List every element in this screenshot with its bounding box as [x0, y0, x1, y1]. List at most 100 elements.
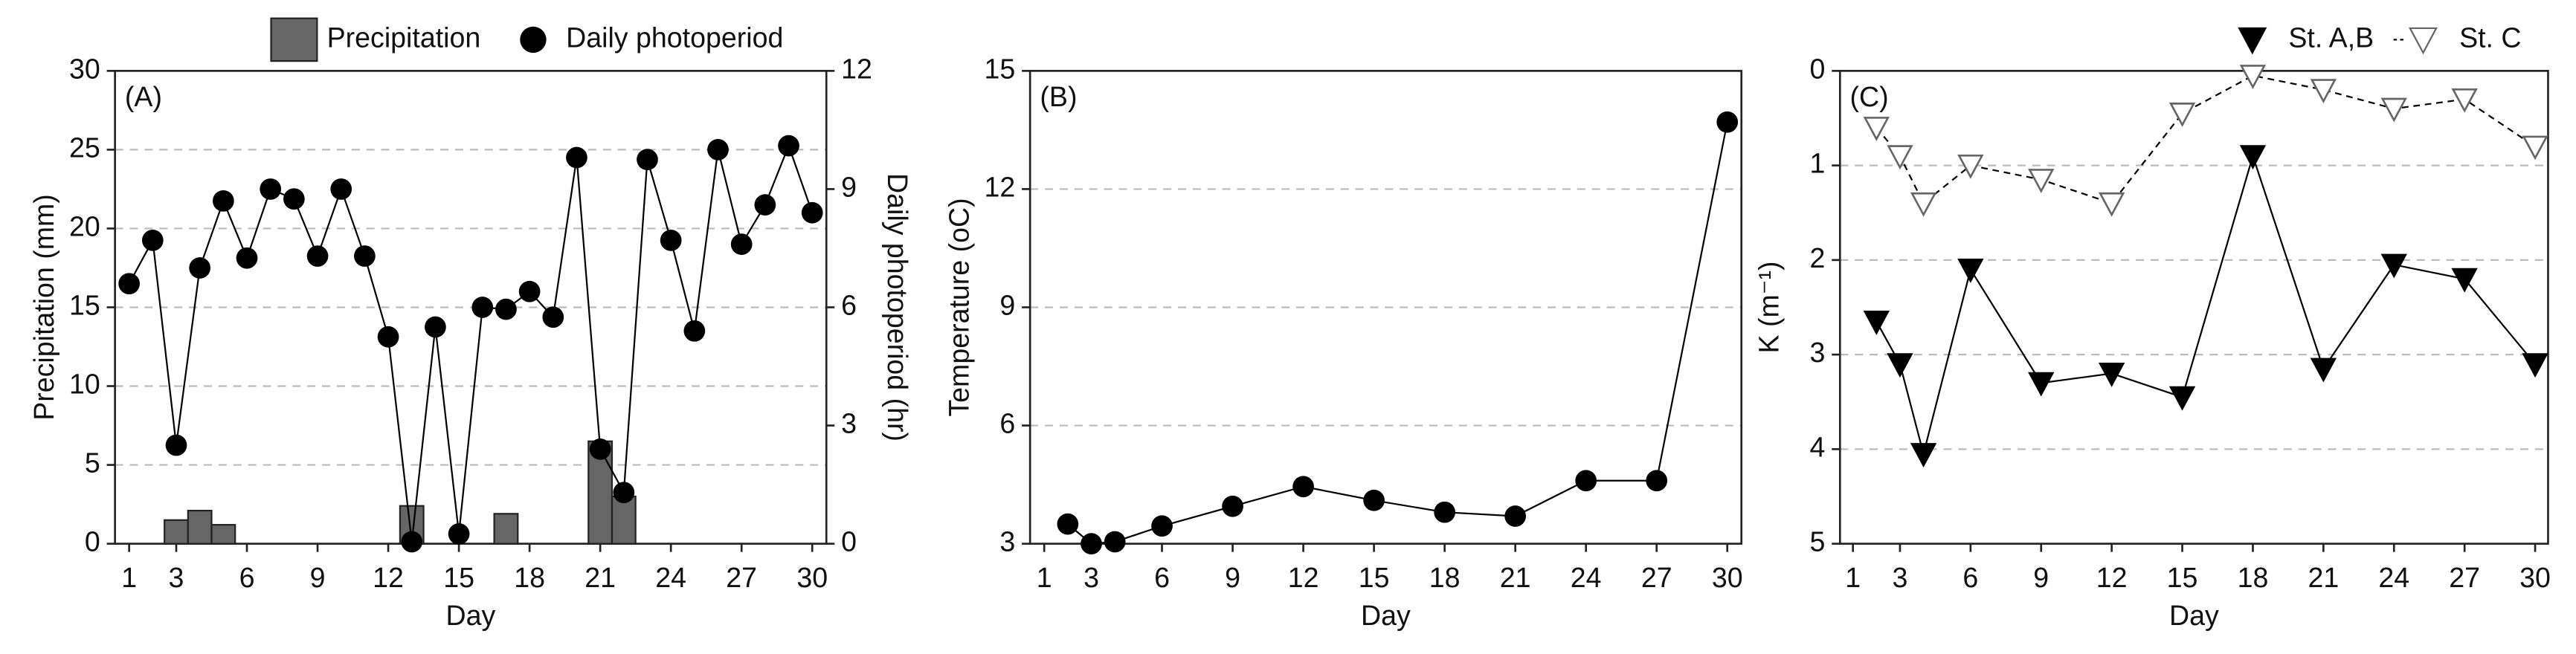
y2-tick-label: 0: [841, 526, 857, 557]
legend-label: Precipitation: [327, 22, 481, 53]
x-axis-title: Day: [2169, 600, 2219, 631]
x-tick-label: 3: [1083, 562, 1099, 593]
marker: [165, 434, 187, 456]
marker: [801, 201, 823, 224]
y-tick-label: 0: [85, 526, 100, 557]
marker: [2451, 88, 2478, 113]
marker: [2098, 192, 2125, 217]
x-tick-label: 1: [1845, 562, 1861, 593]
marker: [212, 190, 234, 212]
y-tick-label: 3: [1810, 337, 1826, 368]
marker: [448, 522, 470, 545]
marker: [1057, 513, 1079, 535]
marker: [495, 298, 517, 320]
plot-frame: [1838, 70, 2549, 545]
legend-label: St. C: [2459, 22, 2521, 53]
panel-label: (A): [125, 81, 162, 112]
marker: [2522, 135, 2548, 161]
marker: [778, 135, 799, 157]
marker: [707, 139, 729, 161]
legend-swatch: [2238, 27, 2267, 55]
marker: [189, 257, 211, 279]
marker: [1863, 310, 1890, 335]
x-tick-label: 18: [514, 562, 545, 593]
x-tick-label: 30: [796, 562, 828, 593]
x-tick-label: 3: [169, 562, 184, 593]
marker: [354, 245, 376, 267]
marker: [260, 178, 282, 200]
legend-swatch: [270, 17, 318, 62]
marker: [330, 178, 352, 200]
plot-frame: [1028, 70, 1743, 545]
marker: [1957, 155, 1984, 179]
marker: [589, 438, 611, 460]
marker: [2098, 362, 2125, 387]
marker: [1104, 531, 1126, 553]
x-tick-label: 27: [1641, 562, 1672, 593]
legend-swatch: [520, 26, 547, 54]
bar: [210, 524, 236, 545]
x-tick-label: 15: [2167, 562, 2198, 593]
y-tick-label: 9: [999, 289, 1015, 320]
x-tick-label: 15: [1359, 562, 1390, 593]
marker: [2380, 253, 2407, 279]
marker: [1910, 192, 1937, 217]
y-tick-label: 15: [985, 53, 1016, 84]
y2-tick-label: 3: [841, 407, 857, 438]
y-axis-title: K (m⁻¹): [1753, 261, 1784, 353]
bar: [493, 513, 519, 545]
marker: [1081, 533, 1102, 554]
y-tick-label: 30: [69, 53, 100, 84]
y-tick-label: 15: [69, 289, 100, 320]
x-tick-label: 9: [1225, 562, 1240, 593]
y2-tick-label: 12: [841, 53, 872, 84]
x-tick-label: 21: [2308, 562, 2339, 593]
x-tick-label: 27: [2449, 562, 2480, 593]
x-tick-label: 9: [310, 562, 326, 593]
x-tick-label: 18: [1429, 562, 1461, 593]
x-tick-label: 12: [1288, 562, 1319, 593]
marker: [2310, 79, 2337, 104]
marker: [2028, 372, 2055, 397]
x-tick-label: 9: [2033, 562, 2049, 593]
marker: [754, 194, 776, 216]
x-tick-label: 12: [2096, 562, 2128, 593]
marker: [2028, 169, 2055, 193]
marker: [471, 297, 494, 318]
y-tick-label: 5: [85, 447, 100, 478]
marker: [425, 316, 446, 338]
x-tick-label: 6: [1154, 562, 1170, 593]
marker: [1957, 259, 1984, 283]
y-tick-label: 2: [1810, 242, 1826, 273]
marker: [1151, 515, 1173, 537]
x-tick-label: 21: [585, 562, 616, 593]
y-axis-title: Temperature (oC): [943, 198, 974, 416]
marker: [236, 247, 258, 269]
y-tick-label: 0: [1810, 53, 1826, 84]
marker: [1363, 489, 1385, 511]
marker: [1887, 353, 1913, 378]
marker: [2451, 268, 2478, 293]
marker: [283, 188, 305, 210]
marker: [118, 273, 141, 295]
x-tick-label: 6: [239, 562, 255, 593]
marker: [1910, 443, 1937, 467]
series-line: [1875, 74, 2536, 205]
y-tick-label: 1: [1810, 148, 1826, 179]
y-tick-label: 4: [1810, 431, 1826, 462]
legend-swatch: [2408, 27, 2438, 55]
y2-axis-title: Daily photoperiod (hr): [882, 173, 913, 441]
x-axis-title: Day: [1361, 600, 1411, 631]
marker: [2380, 97, 2407, 123]
y-tick-label: 6: [999, 407, 1015, 438]
x-tick-label: 24: [2378, 562, 2409, 593]
marker: [613, 482, 635, 504]
marker: [401, 531, 423, 553]
x-tick-label: 12: [373, 562, 404, 593]
marker: [2522, 353, 2548, 378]
x-tick-label: 3: [1893, 562, 1908, 593]
marker: [637, 149, 658, 171]
marker: [306, 245, 329, 267]
